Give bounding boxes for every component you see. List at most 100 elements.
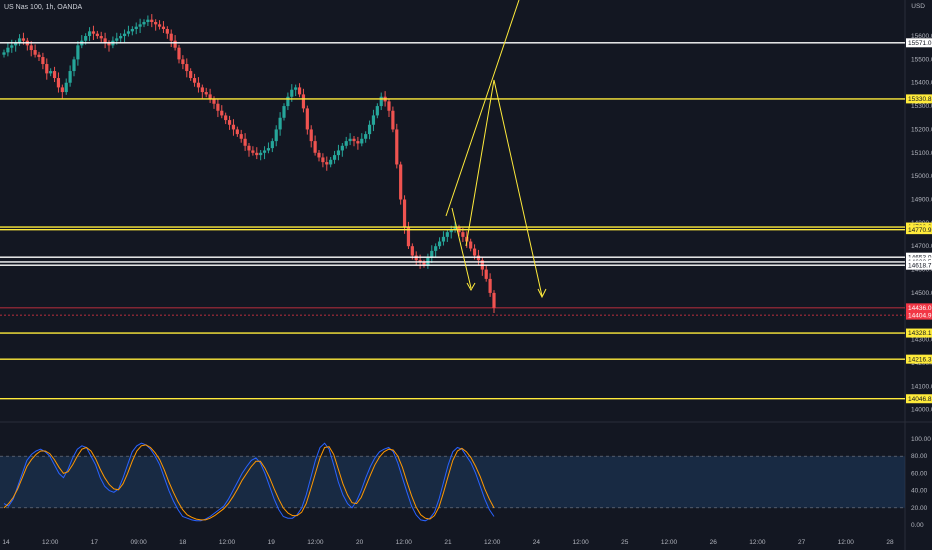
y-tick-label: 15300.0 bbox=[911, 103, 932, 110]
candle-body bbox=[352, 138, 356, 142]
candle-body bbox=[21, 38, 26, 41]
candle-body bbox=[259, 152, 263, 156]
candle-body bbox=[72, 59, 76, 72]
price-tag-label: 14436.0 bbox=[908, 305, 932, 312]
candle-body bbox=[196, 82, 201, 88]
y-tick-label: 15500.0 bbox=[911, 56, 932, 63]
candle-body bbox=[336, 150, 341, 156]
candle-body bbox=[251, 150, 255, 153]
candle-body bbox=[204, 92, 208, 95]
candle-body bbox=[476, 255, 481, 261]
candle-body bbox=[309, 129, 313, 142]
candle-body bbox=[317, 152, 321, 158]
x-tick-label: 14 bbox=[2, 539, 10, 546]
y-tick-label: 15000.0 bbox=[911, 173, 932, 180]
candle-body bbox=[99, 36, 103, 39]
candle-body bbox=[364, 134, 368, 139]
candle-body bbox=[161, 26, 166, 30]
candle-body bbox=[321, 157, 325, 163]
y-tick-label: 14600.0 bbox=[911, 267, 932, 274]
candle-body bbox=[150, 19, 154, 23]
level-tag-label: 14770.9 bbox=[908, 227, 932, 234]
candle-body bbox=[391, 110, 395, 130]
candle-body bbox=[76, 45, 80, 60]
y-tick-label: 14900.0 bbox=[911, 196, 932, 203]
x-tick-label: 12:00 bbox=[42, 539, 59, 546]
y-tick-label: 14500.0 bbox=[911, 290, 932, 297]
y-tick-label: 15600.0 bbox=[911, 33, 932, 40]
candle-body bbox=[329, 159, 333, 165]
level-tag-label: 15330.8 bbox=[908, 96, 932, 103]
stoch-y-tick-label: 20.00 bbox=[911, 505, 928, 512]
candles-group bbox=[2, 14, 496, 313]
level-tag bbox=[906, 394, 932, 404]
level-tag-label: 14046.8 bbox=[908, 396, 932, 403]
projection-drawings bbox=[445, 0, 547, 299]
candle-body bbox=[472, 248, 477, 256]
x-tick-label: 12:00 bbox=[484, 539, 501, 546]
level-tag bbox=[906, 38, 932, 48]
x-tick-label: 24 bbox=[533, 539, 541, 546]
stoch-y-tick-label: 40.00 bbox=[911, 488, 928, 495]
candle-body bbox=[122, 33, 127, 37]
level-tag bbox=[906, 354, 932, 364]
candle-body bbox=[360, 138, 364, 144]
level-tag bbox=[906, 94, 932, 104]
y-tick-label: 15100.0 bbox=[911, 150, 932, 157]
y-tick-label: 14100.0 bbox=[911, 383, 932, 390]
price-tag bbox=[906, 310, 932, 320]
candle-body bbox=[414, 255, 418, 261]
candle-body bbox=[138, 24, 142, 27]
candle-body bbox=[453, 227, 457, 230]
candle-body bbox=[488, 278, 492, 293]
candle-body bbox=[371, 115, 376, 125]
candle-body bbox=[49, 71, 53, 74]
candle-body bbox=[37, 54, 41, 58]
x-tick-label: 19 bbox=[268, 539, 276, 546]
candle-body bbox=[410, 246, 414, 256]
level-tag-label: 14216.3 bbox=[908, 356, 932, 363]
level-tag bbox=[906, 252, 932, 262]
y-tick-label: 14000.0 bbox=[911, 407, 932, 414]
candle-body bbox=[95, 33, 99, 37]
candle-body bbox=[286, 96, 290, 107]
candle-body bbox=[189, 71, 193, 79]
candle-body bbox=[224, 115, 228, 121]
candle-body bbox=[68, 71, 72, 83]
candle-body bbox=[348, 138, 352, 142]
candle-body bbox=[177, 47, 181, 60]
candle-body bbox=[64, 82, 68, 93]
candle-body bbox=[294, 87, 298, 90]
projection-path-up bbox=[445, 0, 520, 217]
level-tag bbox=[906, 328, 932, 338]
candle-body bbox=[56, 78, 61, 88]
candle-body bbox=[6, 47, 10, 53]
x-tick-label: 09:00 bbox=[130, 539, 147, 546]
candle-body bbox=[255, 152, 259, 156]
projection-path-down bbox=[451, 207, 472, 289]
x-tick-label: 28 bbox=[886, 539, 894, 546]
candle-body bbox=[126, 31, 131, 34]
candle-body bbox=[119, 36, 123, 39]
candle-body bbox=[387, 101, 391, 111]
candle-body bbox=[220, 110, 224, 116]
candle-body bbox=[305, 108, 309, 130]
stoch-y-tick-label: 100.00 bbox=[911, 436, 931, 443]
candle-body bbox=[399, 164, 403, 200]
candle-body bbox=[367, 124, 372, 135]
candle-body bbox=[235, 129, 239, 135]
candle-body bbox=[402, 199, 407, 228]
candle-body bbox=[130, 29, 134, 32]
candle-body bbox=[84, 36, 88, 41]
x-tick-label: 12:00 bbox=[396, 539, 413, 546]
candle-body bbox=[441, 236, 446, 242]
level-tag-label: 15571.0 bbox=[908, 40, 932, 47]
price-tag bbox=[906, 303, 932, 313]
candle-body bbox=[332, 155, 337, 160]
candle-body bbox=[492, 292, 496, 308]
x-tick-label: 20 bbox=[356, 539, 364, 546]
candle-body bbox=[430, 250, 434, 258]
candle-body bbox=[434, 246, 438, 251]
x-tick-label: 25 bbox=[621, 539, 629, 546]
